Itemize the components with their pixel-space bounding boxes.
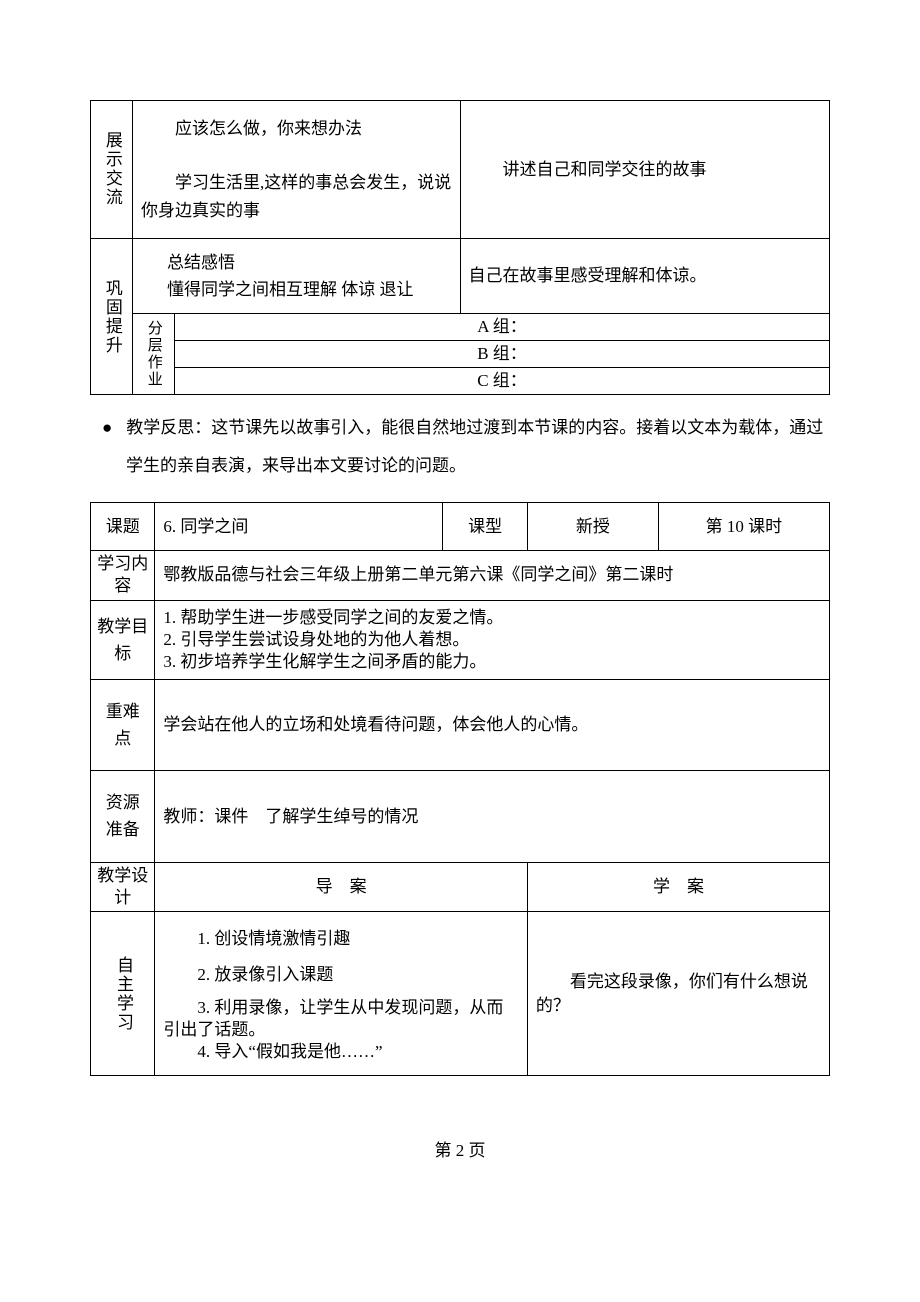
layered-homework-label: 分层作业 (133, 314, 175, 395)
goal-line: 1. 帮助学生进一步感受同学之间的友爱之情。 (163, 608, 503, 627)
header-study-plan: 学 案 (527, 862, 829, 911)
step-line: 4. 导入“假如我是他……” (163, 1041, 519, 1063)
consolidate-right-cell: 自己在故事里感受理解和体谅。 (460, 238, 830, 313)
label-goals: 教学目标 (91, 600, 155, 679)
step-line: 1. 创设情境激情引趣 (163, 924, 519, 955)
page-number: 第 2 页 (90, 1136, 830, 1161)
self-study-left: 1. 创设情境激情引趣 2. 放录像引入课题 3. 利用录像，让学生从中发现问题… (155, 911, 528, 1075)
value-resources: 教师：课件 了解学生绰号的情况 (155, 771, 830, 862)
group-a-cell: A 组： (175, 314, 830, 341)
table-row: 课题 6. 同学之间 课型 新授 第 10 课时 (91, 503, 830, 551)
step-line: 3. 利用录像，让学生从中发现问题，从而引出了话题。 (163, 997, 519, 1041)
section-label-exchange: 展示交流 (91, 101, 133, 239)
lesson-plan-table-1: 展示交流 应该怎么做，你来想办法 学习生活里,这样的事总会发生，说说你身边真实的… (90, 100, 830, 395)
table-row: C 组： (91, 368, 830, 395)
table-row: 巩固提升 总结感悟 懂得同学之间相互理解 体谅 退让 自己在故事里感受理解和体谅… (91, 238, 830, 313)
label-resources: 资源准备 (91, 771, 155, 862)
exchange-right-cell: 讲述自己和同学交往的故事 (460, 101, 830, 239)
table-row: 资源准备 教师：课件 了解学生绰号的情况 (91, 771, 830, 862)
text-line: 讲述自己和同学交往的故事 (469, 156, 822, 183)
lesson-plan-table-2: 课题 6. 同学之间 课型 新授 第 10 课时 学习内容 鄂教版品德与社会三年… (90, 502, 830, 1076)
text-line: 学习生活里,这样的事总会发生，说说你身边真实的事 (141, 169, 452, 223)
label-topic: 课题 (91, 503, 155, 551)
text-line: 懂得同学之间相互理解 体谅 退让 (133, 276, 452, 303)
table-row: 自主学习 1. 创设情境激情引趣 2. 放录像引入课题 3. 利用录像，让学生从… (91, 911, 830, 1075)
exchange-left-cell: 应该怎么做，你来想办法 学习生活里,这样的事总会发生，说说你身边真实的事 (133, 101, 461, 239)
table-row: 教学设计 导 案 学 案 (91, 862, 830, 911)
table-row: B 组： (91, 341, 830, 368)
section-label-consolidate: 巩固提升 (91, 238, 133, 395)
group-b-cell: B 组： (175, 341, 830, 368)
label-class-type: 课型 (443, 503, 528, 551)
value-goals: 1. 帮助学生进一步感受同学之间的友爱之情。 2. 引导学生尝试设身处地的为他人… (155, 600, 830, 679)
text-line: 自己在故事里感受理解和体谅。 (469, 266, 707, 285)
section-label-self-study: 自主学习 (91, 911, 155, 1075)
value-content: 鄂教版品德与社会三年级上册第二单元第六课《同学之间》第二课时 (155, 551, 830, 600)
label-content: 学习内容 (91, 551, 155, 600)
group-c-cell: C 组： (175, 368, 830, 395)
table-row: 学习内容 鄂教版品德与社会三年级上册第二单元第六课《同学之间》第二课时 (91, 551, 830, 600)
value-period: 第 10 课时 (658, 503, 829, 551)
table-row: 重难点 学会站在他人的立场和处境看待问题，体会他人的心情。 (91, 679, 830, 770)
goal-line: 3. 初步培养学生化解学生之间矛盾的能力。 (163, 652, 486, 671)
table-row: 教学目标 1. 帮助学生进一步感受同学之间的友爱之情。 2. 引导学生尝试设身处… (91, 600, 830, 679)
self-study-right: 看完这段录像，你们有什么想说的？ (527, 911, 829, 1075)
label-teaching-design: 教学设计 (91, 862, 155, 911)
step-line: 2. 放录像引入课题 (163, 960, 519, 991)
goal-line: 2. 引导学生尝试设身处地的为他人着想。 (163, 630, 469, 649)
reflection-text: 教学反思：这节课先以故事引入，能很自然地过渡到本节课的内容。接着以文本为载体，通… (126, 418, 823, 474)
consolidate-left-cell: 总结感悟 懂得同学之间相互理解 体谅 退让 (133, 238, 461, 313)
value-class-type: 新授 (527, 503, 658, 551)
teaching-reflection: ● 教学反思：这节课先以故事引入，能很自然地过渡到本节课的内容。接着以文本为载体… (90, 409, 830, 484)
header-guide-plan: 导 案 (155, 862, 528, 911)
value-key-points: 学会站在他人的立场和处境看待问题，体会他人的心情。 (155, 679, 830, 770)
question-text: 看完这段录像，你们有什么想说的？ (536, 970, 821, 1018)
value-topic: 6. 同学之间 (155, 503, 443, 551)
label-key-points: 重难点 (91, 679, 155, 770)
table-row: 展示交流 应该怎么做，你来想办法 学习生活里,这样的事总会发生，说说你身边真实的… (91, 101, 830, 239)
text-line: 总结感悟 (133, 249, 452, 276)
bullet-icon: ● (102, 409, 122, 446)
table-row: 分层作业 A 组： (91, 314, 830, 341)
text-line: 应该怎么做，你来想办法 (141, 115, 452, 142)
